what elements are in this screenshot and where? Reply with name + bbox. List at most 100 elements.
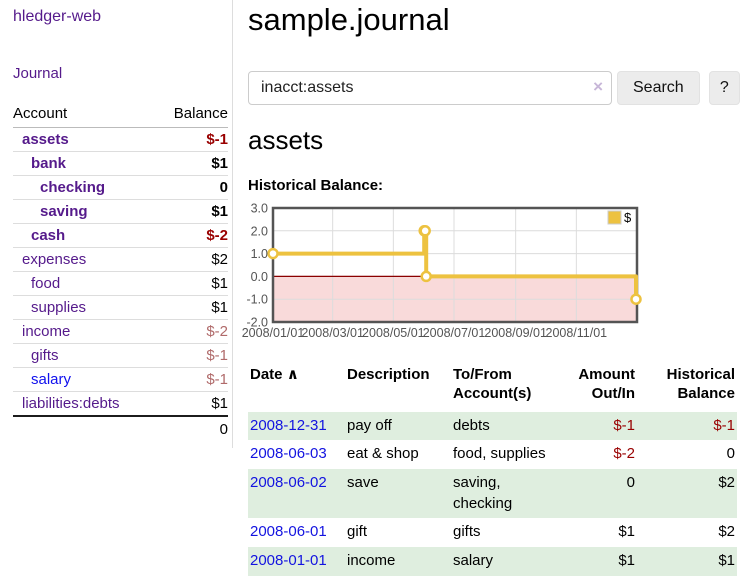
register-header-row: Date ∧ Description To/From Account(s) Am… [248,363,737,412]
register-table-body: 2008-12-31 pay off debts $-1 $-1 2008-06-03 ea… [248,411,737,576]
historical-balance-chart: $3.0 2.0 1.0 0.0 -1.0 -2.02008/01/012008/03/0… [242,201,642,340]
transaction-date-link[interactable]: 2008-01-01 [250,551,327,569]
account-table-header-row: Account Balance [13,101,228,128]
account-row: cash $-2 [13,223,228,248]
account-balance-table: Account Balance assets $-1 bank $1 checking 0… [13,101,228,441]
account-balance: 0 [155,175,228,200]
register-balance-cell: $1 [637,546,737,576]
account-row: income $-2 [13,319,228,344]
y-axis-tick-label: 3.0 [251,201,268,215]
account-link-saving[interactable]: saving [40,203,88,220]
register-header-balance: Historical Balance [666,365,735,403]
account-row: food $1 [13,271,228,296]
account-row: liabilities:debts $1 [13,392,228,417]
register-row: 2008-12-31 pay off debts $-1 $-1 [248,411,737,441]
account-link-cash[interactable]: cash [31,227,66,244]
legend-swatch [607,210,622,225]
legend-label: $ [624,210,632,225]
register-balance-cell: $2 [718,523,735,541]
y-axis-tick-label: 1.0 [251,247,268,261]
help-button[interactable]: ? [708,70,740,105]
x-axis-tick-label: 2008/07/01 [423,326,486,340]
sidebar-nav: Journal [13,65,228,83]
data-point-marker [419,224,431,237]
account-link-expenses[interactable]: expenses [22,251,87,268]
register-accounts-cell: gifts [453,523,481,541]
register-row: 2008-06-02 save saving, checking 0 $2 [248,468,737,519]
account-balance: $-2 [155,319,228,344]
register-amount-cell: $1 [618,523,635,541]
register-accounts-cell: food, supplies [453,445,546,463]
account-link-food[interactable]: food [31,275,61,292]
account-balance: $1 [155,295,228,320]
y-axis-tick-label: -2.0 [246,315,268,329]
register-date-cell: 2008-06-01 [248,518,345,547]
x-axis-tick-label: 2008/09/01 [484,326,547,340]
account-balance: $1 [155,271,228,296]
account-link-liabilities-debts[interactable]: liabilities:debts [22,395,120,412]
transaction-date-link[interactable]: 2008-06-01 [250,523,327,541]
page-title: sample.journal [248,2,450,37]
x-axis-tick-label: 2008/05/01 [362,326,425,340]
register-date-cell: 2008-01-01 [248,546,345,576]
account-row: assets $-1 [13,127,228,152]
sidebar-item-journal[interactable]: Journal [13,65,63,82]
transaction-date-link[interactable]: 2008-06-03 [250,445,327,463]
transaction-date-link[interactable]: 2008-12-31 [250,416,327,434]
register-header-description: Description [347,365,430,383]
account-link-income[interactable]: income [22,323,71,340]
account-row: salary $-1 [13,367,228,392]
account-table-body: assets $-1 bank $1 checking 0 saving $1 cash $-2 e… [13,127,228,417]
search-button[interactable]: Search [617,70,700,105]
search-input[interactable] [248,70,612,105]
account-balance: $1 [211,395,228,412]
register-accounts-cell: saving, checking [451,468,575,519]
account-row: checking 0 [13,175,228,200]
register-header-date-label: Date [250,365,283,383]
x-axis-tick-label: 2008/01/01 [242,326,305,340]
register-date-cell: 2008-12-31 [248,411,345,441]
plot-border [271,206,639,323]
register-row: 2008-01-01 income salary $1 $1 [248,546,737,576]
account-balance: $-1 [155,367,228,392]
register-accounts-cell: debts [451,411,575,441]
data-point-marker [630,292,642,305]
app-title: hledger-web [13,8,228,26]
account-row: supplies $1 [13,295,228,320]
account-row: expenses $2 [13,247,228,272]
register-description-cell: pay off [345,411,451,441]
y-axis-tick-label: -1.0 [246,292,268,306]
register-description-cell: gift [347,523,368,541]
search-box: × [248,70,612,105]
account-link-checking[interactable]: checking [40,179,106,196]
account-row: gifts $-1 [13,343,228,368]
x-axis-tick-label: 2008/03/01 [301,326,364,340]
transaction-date-link[interactable]: 2008-06-02 [250,473,327,491]
account-link-gifts[interactable]: gifts [31,347,59,364]
account-link-bank[interactable]: bank [31,155,67,172]
account-balance: $2 [155,247,228,272]
clear-search-icon[interactable]: × [593,76,603,96]
app-title-link[interactable]: hledger-web [13,8,102,25]
register-header-amount: Amount Out/In [578,365,635,403]
chart-heading: Historical Balance: [248,176,384,194]
account-link-salary[interactable]: salary [31,371,72,388]
accounts-total-spacer [13,415,156,441]
account-balance: $1 [155,199,228,224]
sort-ascending-icon: ∧ [286,365,299,383]
account-balance: $-2 [155,223,228,248]
register-description-cell: eat & shop [347,445,419,463]
y-axis-tick-label: 0.0 [251,269,268,283]
register-date-cell: 2008-06-02 [248,468,345,519]
account-link-supplies[interactable]: supplies [31,299,87,316]
accounts-total-balance: 0 [155,415,228,441]
register-row: 2008-06-03 eat & shop food, supplies $-2 0 [248,440,737,469]
search-form: × Search ? [248,70,740,105]
account-link-assets[interactable]: assets [22,131,69,148]
register-date-cell: 2008-06-03 [248,440,345,469]
register-amount-cell: $-2 [613,445,635,463]
main-content: sample.journal × Search ? assets Histori… [242,0,740,576]
accounts-total-row: 0 [13,415,228,441]
y-axis-tick-label: 2.0 [251,224,268,238]
register-description-cell: save [345,468,451,519]
